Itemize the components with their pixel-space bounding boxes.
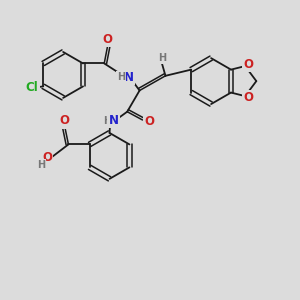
Text: H: H	[158, 52, 166, 62]
Text: H: H	[103, 116, 111, 126]
Text: H: H	[37, 160, 45, 170]
Text: O: O	[243, 58, 253, 71]
Text: O: O	[243, 92, 253, 104]
Text: N: N	[124, 71, 134, 84]
Text: H: H	[117, 72, 125, 82]
Text: Cl: Cl	[26, 81, 38, 94]
Text: O: O	[144, 115, 154, 128]
Text: O: O	[42, 151, 52, 164]
Text: O: O	[103, 33, 113, 46]
Text: O: O	[59, 114, 69, 127]
Text: N: N	[109, 114, 119, 127]
